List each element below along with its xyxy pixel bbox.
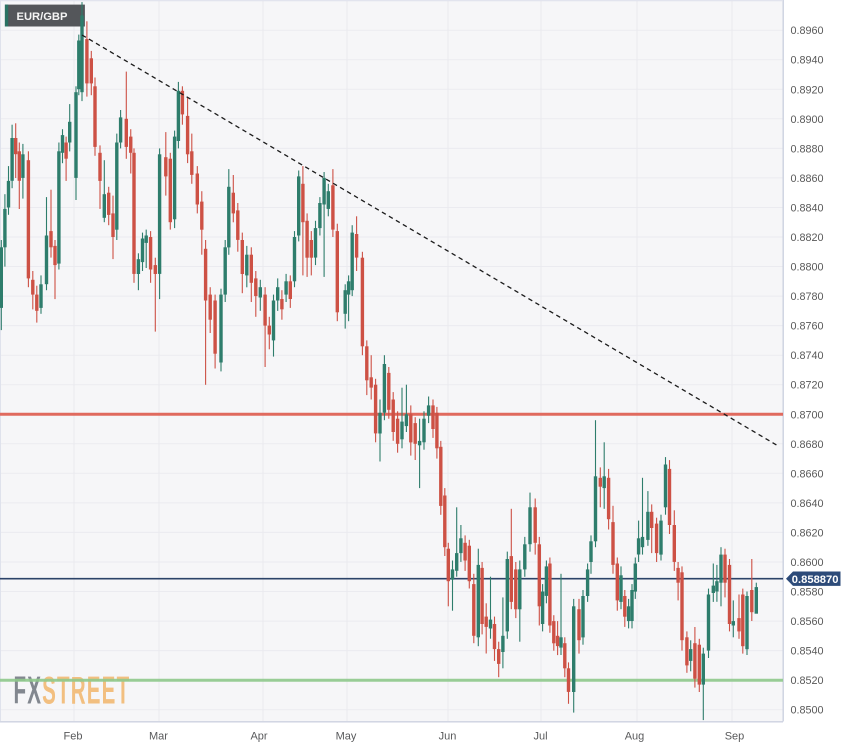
- svg-text:Feb: Feb: [64, 730, 83, 742]
- svg-text:0.8620: 0.8620: [791, 527, 824, 539]
- svg-text:0.8780: 0.8780: [791, 291, 824, 303]
- svg-text:Jun: Jun: [439, 730, 457, 742]
- svg-text:0.8500: 0.8500: [791, 705, 824, 717]
- svg-text:0.8940: 0.8940: [791, 55, 824, 67]
- svg-text:0.8820: 0.8820: [791, 232, 824, 244]
- svg-text:0.8840: 0.8840: [791, 203, 824, 215]
- svg-text:Apr: Apr: [250, 730, 267, 742]
- svg-text:FXSTREET: FXSTREET: [14, 668, 131, 712]
- svg-text:Mar: Mar: [149, 730, 168, 742]
- svg-text:EUR/GBP: EUR/GBP: [17, 11, 69, 23]
- svg-text:0.858870: 0.858870: [792, 574, 839, 586]
- svg-text:0.8760: 0.8760: [791, 321, 824, 333]
- svg-text:0.8640: 0.8640: [791, 498, 824, 510]
- svg-text:Jul: Jul: [533, 730, 547, 742]
- svg-text:0.8900: 0.8900: [791, 114, 824, 126]
- svg-text:0.8680: 0.8680: [791, 439, 824, 451]
- svg-text:Aug: Aug: [625, 730, 645, 742]
- svg-text:0.8720: 0.8720: [791, 380, 824, 392]
- svg-text:Sep: Sep: [725, 730, 745, 742]
- svg-text:0.8960: 0.8960: [791, 25, 824, 37]
- svg-text:0.8920: 0.8920: [791, 84, 824, 96]
- svg-text:0.8860: 0.8860: [791, 173, 824, 185]
- svg-text:0.8880: 0.8880: [791, 143, 824, 155]
- svg-text:0.8520: 0.8520: [791, 675, 824, 687]
- svg-text:0.8560: 0.8560: [791, 616, 824, 628]
- svg-text:0.8740: 0.8740: [791, 350, 824, 362]
- svg-text:0.8600: 0.8600: [791, 557, 824, 569]
- svg-text:0.8540: 0.8540: [791, 646, 824, 658]
- svg-text:May: May: [336, 730, 357, 742]
- svg-text:0.8580: 0.8580: [791, 587, 824, 599]
- svg-text:0.8700: 0.8700: [791, 409, 824, 421]
- svg-text:0.8660: 0.8660: [791, 468, 824, 480]
- svg-text:0.8800: 0.8800: [791, 262, 824, 274]
